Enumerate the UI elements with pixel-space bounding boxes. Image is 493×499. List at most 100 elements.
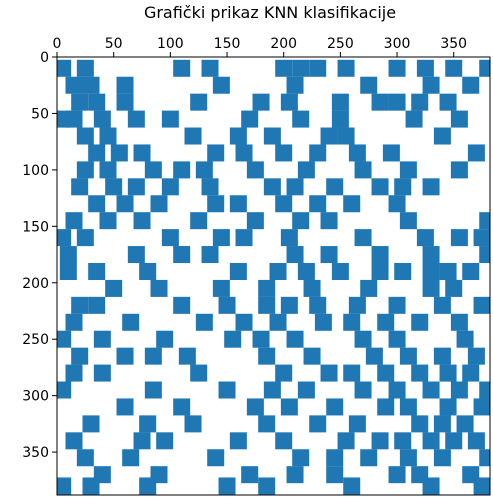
marker xyxy=(116,347,134,365)
marker xyxy=(320,212,338,230)
marker xyxy=(116,398,134,416)
marker xyxy=(57,381,72,399)
marker xyxy=(462,262,480,280)
x-tick-label: 200 xyxy=(270,36,297,52)
marker xyxy=(65,76,83,94)
marker xyxy=(422,246,440,264)
marker xyxy=(320,364,338,382)
marker xyxy=(110,144,128,162)
marker xyxy=(360,279,378,297)
marker xyxy=(343,313,361,331)
marker xyxy=(371,246,389,264)
marker xyxy=(178,347,196,365)
marker xyxy=(467,144,485,162)
marker xyxy=(93,364,111,382)
marker xyxy=(65,432,83,450)
x-tick-label: 300 xyxy=(384,36,411,52)
marker xyxy=(433,415,451,433)
marker xyxy=(59,262,77,280)
marker xyxy=(371,93,389,111)
marker xyxy=(422,381,440,399)
marker xyxy=(416,229,434,247)
marker xyxy=(473,229,490,247)
marker xyxy=(479,212,490,230)
marker xyxy=(280,296,298,314)
marker xyxy=(173,246,191,264)
marker xyxy=(286,246,304,264)
marker xyxy=(354,229,372,247)
marker xyxy=(133,432,151,450)
marker xyxy=(275,144,293,162)
marker xyxy=(371,432,389,450)
marker xyxy=(190,212,208,230)
marker xyxy=(348,415,366,433)
marker xyxy=(479,381,490,399)
marker xyxy=(422,279,440,297)
marker xyxy=(450,229,468,247)
marker xyxy=(297,262,315,280)
marker xyxy=(309,415,327,433)
marker xyxy=(326,466,344,484)
y-tick-label: 250 xyxy=(22,332,49,348)
marker xyxy=(297,381,315,399)
y-tick-label: 50 xyxy=(31,106,49,122)
marker xyxy=(105,279,123,297)
marker xyxy=(229,432,247,450)
marker xyxy=(190,93,208,111)
marker xyxy=(450,161,468,179)
marker xyxy=(399,398,417,416)
marker xyxy=(371,262,389,280)
marker xyxy=(93,110,111,128)
marker xyxy=(127,110,145,128)
marker xyxy=(377,364,395,382)
marker xyxy=(65,313,83,331)
marker xyxy=(218,477,236,495)
x-tick-label: 150 xyxy=(214,36,241,52)
marker xyxy=(76,449,94,467)
y-tick-label: 150 xyxy=(22,219,49,235)
marker xyxy=(292,212,310,230)
marker xyxy=(212,76,230,94)
marker xyxy=(156,330,174,348)
marker xyxy=(133,212,151,230)
marker xyxy=(445,432,463,450)
marker xyxy=(422,262,440,280)
marker xyxy=(82,76,100,94)
marker xyxy=(456,415,474,433)
marker xyxy=(235,229,253,247)
marker xyxy=(144,381,162,399)
marker xyxy=(309,59,327,77)
marker xyxy=(88,296,106,314)
marker xyxy=(57,330,72,348)
marker xyxy=(360,449,378,467)
marker xyxy=(241,466,259,484)
marker xyxy=(388,466,406,484)
marker xyxy=(320,246,338,264)
marker xyxy=(309,195,327,213)
x-tick-label: 250 xyxy=(327,36,354,52)
marker xyxy=(161,178,179,196)
marker xyxy=(150,279,168,297)
marker xyxy=(439,93,457,111)
marker xyxy=(65,110,83,128)
marker xyxy=(99,212,117,230)
marker xyxy=(479,246,490,264)
marker xyxy=(326,178,344,196)
marker xyxy=(450,313,468,331)
marker xyxy=(246,161,264,179)
marker xyxy=(263,381,281,399)
marker xyxy=(411,313,429,331)
marker xyxy=(439,262,457,280)
marker xyxy=(343,364,361,382)
marker xyxy=(195,161,213,179)
marker xyxy=(467,347,485,365)
marker xyxy=(127,178,145,196)
marker xyxy=(71,347,89,365)
marker xyxy=(382,144,400,162)
marker xyxy=(116,195,134,213)
marker xyxy=(229,195,247,213)
plot-area xyxy=(57,59,490,495)
marker xyxy=(218,381,236,399)
marker xyxy=(439,398,457,416)
marker xyxy=(337,432,355,450)
